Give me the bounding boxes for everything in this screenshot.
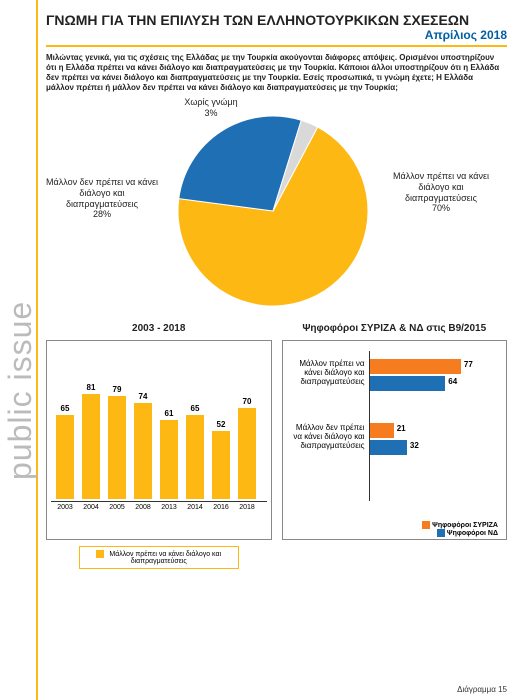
party-panel: Ψηφοφόροι ΣΥΡΙΖΑ & ΝΔ στις Β9/2015 Ψηφοφ… bbox=[282, 323, 508, 569]
trend-bar-year: 2018 bbox=[236, 504, 258, 511]
trend-bar-year: 2004 bbox=[80, 504, 102, 511]
party-bar bbox=[369, 359, 461, 374]
trend-bar bbox=[160, 420, 178, 499]
pie-slice-label: Μάλλον δεν πρέπει να κάνει διάλογο και δ… bbox=[46, 177, 158, 220]
trend-bar-year: 2003 bbox=[54, 504, 76, 511]
pie-slice-label: Μάλλον πρέπει να κάνει διάλογο και διαπρ… bbox=[386, 171, 496, 214]
trend-title: 2003 - 2018 bbox=[46, 323, 272, 334]
trend-bar-value: 79 bbox=[108, 385, 126, 394]
trend-bar bbox=[134, 403, 152, 499]
trend-bar-year: 2016 bbox=[210, 504, 232, 511]
pie-slice-label: Χωρίς γνώμη3% bbox=[166, 97, 256, 119]
trend-legend: Μάλλον πρέπει να κάνει διάλογο και διαπρ… bbox=[79, 546, 239, 569]
pie-chart-zone: Μάλλον πρέπει να κάνει διάλογο και διαπρ… bbox=[46, 99, 507, 319]
footer: Διάγραμμα 15 bbox=[457, 685, 507, 694]
party-bar bbox=[369, 440, 407, 455]
header: ΓΝΩΜΗ ΓΙΑ ΤΗΝ ΕΠΙΛΥΣΗ ΤΩΝ ΕΛΛΗΝΟΤΟΥΡΚΙΚΩ… bbox=[46, 12, 507, 47]
bottom-row: 2003 - 2018 65 2003 81 2004 79 2005 74 2008 61 20… bbox=[46, 323, 507, 569]
nd-legend-label: Ψηφοφόροι ΝΔ bbox=[447, 530, 498, 537]
trend-legend-swatch bbox=[96, 550, 104, 558]
trend-bar-year: 2014 bbox=[184, 504, 206, 511]
trend-bar-year: 2008 bbox=[132, 504, 154, 511]
syriza-swatch bbox=[422, 521, 430, 529]
trend-bar-value: 65 bbox=[186, 404, 204, 413]
trend-baseline bbox=[51, 501, 267, 502]
party-bar bbox=[369, 423, 394, 438]
party-legend: Ψηφοφόροι ΣΥΡΙΖΑ Ψηφοφόροι ΝΔ bbox=[418, 518, 504, 537]
trend-bar bbox=[212, 431, 230, 499]
trend-bar-value: 61 bbox=[160, 409, 178, 418]
trend-legend-label: Μάλλον πρέπει να κάνει διάλογο και διαπρ… bbox=[109, 551, 221, 565]
trend-bar bbox=[108, 396, 126, 499]
trend-bar-value: 52 bbox=[212, 420, 230, 429]
party-axis-line bbox=[369, 351, 370, 501]
trend-bar bbox=[186, 415, 204, 500]
trend-bar-value: 65 bbox=[56, 404, 74, 413]
trend-bar bbox=[56, 415, 74, 500]
trend-bar bbox=[238, 408, 256, 499]
party-title: Ψηφοφόροι ΣΥΡΙΖΑ & ΝΔ στις Β9/2015 bbox=[282, 323, 508, 334]
party-bar-value: 21 bbox=[397, 424, 406, 433]
pie-chart bbox=[168, 101, 378, 317]
trend-bar-value: 70 bbox=[238, 397, 256, 406]
trend-bar-value: 81 bbox=[82, 383, 100, 392]
party-category-label: Μάλλον δεν πρέπει να κάνει διάλογο και δ… bbox=[287, 423, 365, 451]
trend-bar-chart: 65 2003 81 2004 79 2005 74 2008 61 2013 65 2014 52 20… bbox=[46, 340, 272, 540]
trend-bar-year: 2005 bbox=[106, 504, 128, 511]
trend-bar bbox=[82, 394, 100, 499]
party-bar-value: 77 bbox=[464, 360, 473, 369]
nd-swatch bbox=[437, 529, 445, 537]
trend-bar-value: 74 bbox=[134, 392, 152, 401]
trend-panel: 2003 - 2018 65 2003 81 2004 79 2005 74 2008 61 20… bbox=[46, 323, 272, 569]
subtitle: Απρίλιος 2018 bbox=[46, 28, 507, 42]
party-category-label: Μάλλον πρέπει να κάνει διάλογο και διαπρ… bbox=[287, 359, 365, 387]
party-bar-value: 32 bbox=[410, 441, 419, 450]
brand-label: public issue bbox=[2, 301, 39, 480]
page-title: ΓΝΩΜΗ ΓΙΑ ΤΗΝ ΕΠΙΛΥΣΗ ΤΩΝ ΕΛΛΗΝΟΤΟΥΡΚΙΚΩ… bbox=[46, 12, 507, 28]
party-bar bbox=[369, 376, 446, 391]
trend-bar-year: 2013 bbox=[158, 504, 180, 511]
syriza-legend-label: Ψηφοφόροι ΣΥΡΙΖΑ bbox=[432, 522, 498, 529]
party-bar-value: 64 bbox=[448, 377, 457, 386]
question-text: Μιλώντας γενικά, για τις σχέσεις της Ελλ… bbox=[46, 53, 501, 93]
party-bar-chart: Ψηφοφόροι ΣΥΡΙΖΑ Ψηφοφόροι ΝΔ Μάλλον πρέ… bbox=[282, 340, 508, 540]
